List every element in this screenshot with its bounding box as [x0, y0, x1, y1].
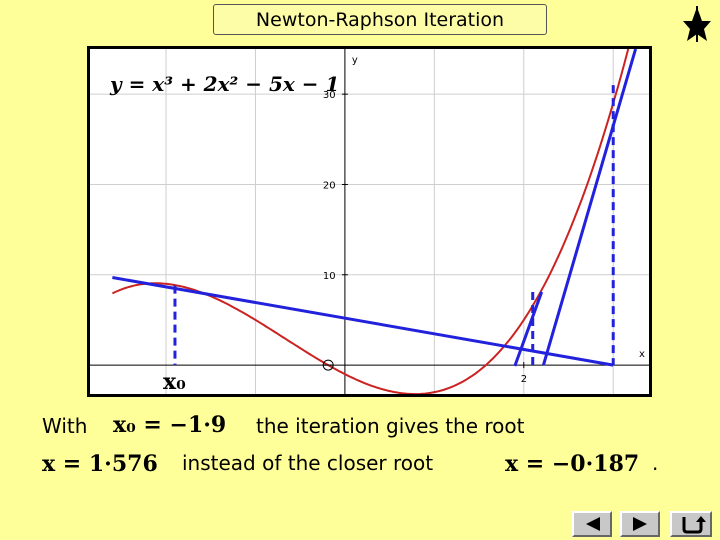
instead-text: instead of the closer root — [182, 451, 434, 475]
y-tick-label: 10 — [323, 271, 336, 282]
star-icon[interactable] — [682, 6, 712, 42]
tangent-line — [513, 291, 544, 367]
page-title: Newton-Raphson Iteration — [213, 4, 547, 35]
x-axis-label: x — [639, 349, 645, 360]
forward-button[interactable] — [620, 511, 660, 537]
equation-label: y = x³ + 2x² − 5x − 1 — [109, 72, 339, 96]
tangent-line — [542, 49, 638, 366]
x0-value: x₀ = −1·9 — [113, 412, 227, 438]
tangent-line — [112, 276, 614, 367]
return-button[interactable] — [670, 511, 712, 537]
triangle-right-icon — [633, 517, 647, 531]
plot-area: 10 20 30 2 y x x₀ y = x³ + 2x² − 5x − 1 — [87, 46, 652, 397]
triangle-left-icon — [586, 517, 600, 531]
root-close: x = −0·187 — [505, 451, 640, 477]
y-axis-label: y — [352, 55, 358, 66]
with-text: With — [42, 414, 88, 438]
y-tick-label: 20 — [323, 180, 336, 191]
back-button[interactable] — [572, 511, 612, 537]
period-text: . — [652, 451, 659, 475]
y-tick-label: 30 — [323, 90, 336, 101]
x0-label: x₀ — [163, 369, 186, 394]
function-curve — [111, 49, 630, 394]
root-far: x = 1·576 — [42, 451, 158, 477]
iteration-text: the iteration gives the root — [256, 414, 525, 438]
x-tick-label: 2 — [521, 374, 527, 385]
newton-raphson-chart: 10 20 30 2 y x x₀ y = x³ + 2x² − 5x − 1 — [90, 49, 649, 394]
return-arrow-icon — [682, 516, 706, 534]
